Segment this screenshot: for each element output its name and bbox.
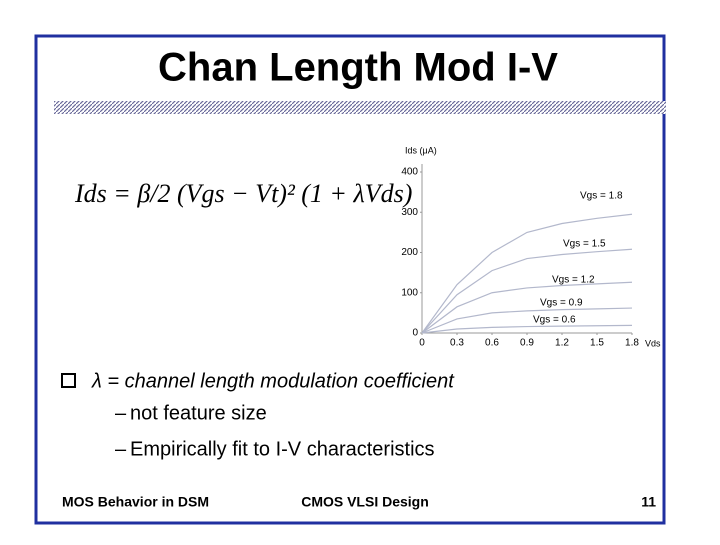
slide-border <box>34 34 666 525</box>
y-tick-label: 100 <box>401 287 418 298</box>
curve <box>421 213 633 334</box>
curve <box>421 307 633 334</box>
sub-bullet: Empirically fit to I-V characteristics <box>130 438 435 460</box>
chart: 0 100 200 300 400 0 0.3 0.6 0.9 1.2 1.5 1.8 Ids (μA)… <box>401 145 661 348</box>
x-tick-label: 0.9 <box>520 338 534 349</box>
x-tick-label: 0 <box>419 338 425 349</box>
dash: – <box>115 402 127 424</box>
curve-label: Vgs = 1.2 <box>552 275 595 286</box>
footer-page: 11 <box>641 494 656 510</box>
x-tick-label: 1.2 <box>555 338 569 349</box>
curve-label: Vgs = 1.5 <box>563 239 606 250</box>
curve <box>421 281 633 334</box>
y-tick-label: 200 <box>401 247 418 258</box>
x-tick-label: 0.6 <box>485 338 499 349</box>
x-tick-label: 1.5 <box>590 338 604 349</box>
curve-label: Vgs = 1.8 <box>580 191 623 202</box>
curve-label: Vgs = 0.9 <box>540 298 583 309</box>
curve-label: Vgs = 0.6 <box>533 315 576 326</box>
bullet: λ = channel length modulation coefficien… <box>91 370 455 392</box>
x-tick-label: 0.3 <box>450 338 464 349</box>
y-tick-label: 300 <box>401 207 418 218</box>
bullet-icon <box>61 373 76 388</box>
footer-left: MOS Behavior in DSM <box>62 494 209 510</box>
x-tick-label: 1.8 <box>625 338 639 349</box>
y-tick-label: 400 <box>401 167 418 178</box>
title-rule <box>54 101 666 114</box>
y-tick-label: 0 <box>412 328 418 339</box>
curve <box>421 324 633 334</box>
y-axis-label: Ids (μA) <box>405 145 437 155</box>
footer-center: CMOS VLSI Design <box>301 494 429 510</box>
dash: – <box>115 438 127 460</box>
slide-title: Chan Length Mod I-V <box>158 46 558 90</box>
sub-bullet: not feature size <box>130 402 267 424</box>
equation: Ids = β/2 (Vgs − Vt)² (1 + λVds) <box>74 179 412 208</box>
curve <box>421 248 633 334</box>
x-axis-label: Vds <box>645 338 661 348</box>
